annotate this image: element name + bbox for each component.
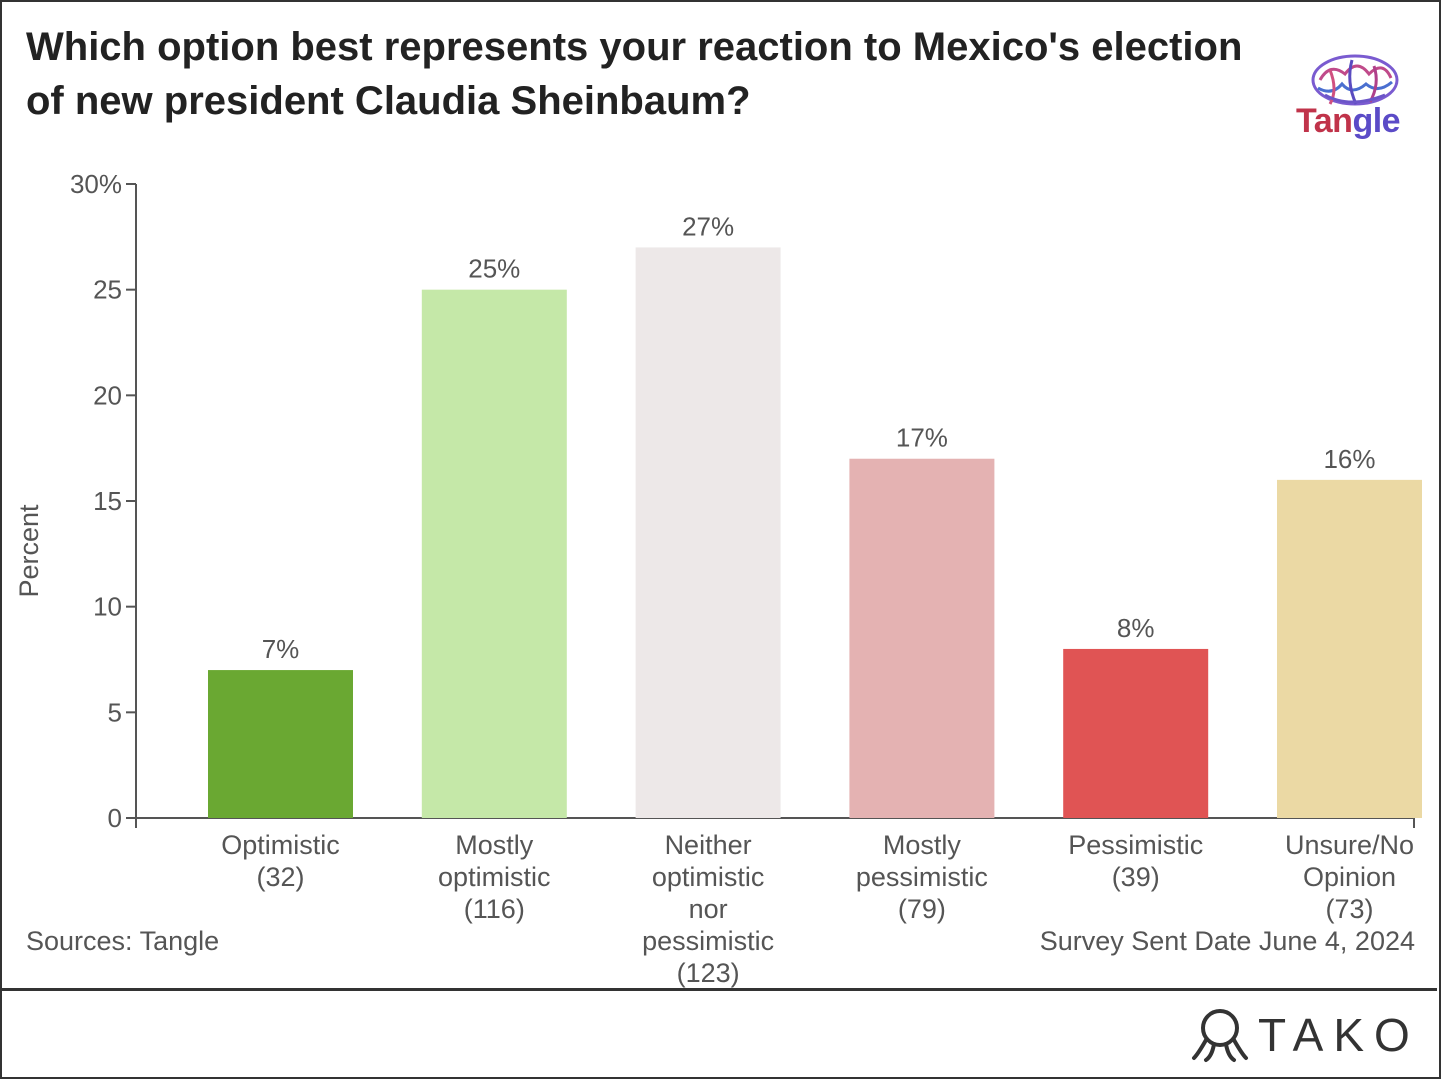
y-tick-label: 15 (93, 486, 122, 516)
bar-value-label: 8% (1117, 613, 1155, 643)
x-category-label: (32) (256, 862, 304, 892)
y-axis-title: Percent (14, 504, 44, 598)
bar (421, 289, 567, 819)
y-tick-label: 0 (108, 803, 122, 833)
chart-title: Which option best represents your reacti… (26, 25, 1243, 123)
y-tick-label: 10 (93, 592, 122, 622)
x-category-label: nor (689, 894, 728, 924)
y-tick-label: 30% (70, 169, 122, 199)
x-category-label: Mostly (883, 830, 962, 860)
tako-logo-text: TAKO (1258, 1009, 1420, 1061)
x-category-label: Optimistic (221, 830, 340, 860)
bar (1063, 648, 1209, 818)
x-category-label: (73) (1325, 894, 1373, 924)
bar-value-label: 17% (896, 423, 948, 453)
x-category-label: Opinion (1303, 862, 1396, 892)
x-category-label: pessimistic (642, 926, 774, 956)
x-category-label: Pessimistic (1068, 830, 1203, 860)
x-category-label: (123) (677, 958, 740, 988)
bar-chart: 0 5 10 15 20 25 30% Percent 7% Optimistic(32) 25% M… (14, 169, 1422, 988)
bar (208, 670, 353, 818)
x-category-label: pessimistic (856, 862, 988, 892)
footer-divider (0, 988, 1437, 991)
y-tick-label: 20 (93, 380, 122, 410)
source-note: Sources: Tangle (26, 926, 220, 956)
bar (1277, 479, 1422, 818)
bar-value-label: 7% (262, 634, 300, 664)
bar-value-label: 25% (468, 254, 520, 284)
x-category-label: Mostly (455, 830, 534, 860)
x-category-label: (116) (464, 894, 525, 924)
x-category-label: Neither (665, 830, 752, 860)
bar (849, 458, 995, 818)
tako-octopus-icon (1192, 1009, 1248, 1062)
brand-name: Tangle (1296, 102, 1401, 140)
bar-value-label: 27% (682, 211, 734, 241)
x-category-label: (79) (898, 894, 946, 924)
brain-icon (1311, 54, 1399, 106)
x-category-label: Unsure/No (1285, 830, 1414, 860)
x-category-label: (39) (1112, 862, 1160, 892)
survey-date: Survey Sent Date June 4, 2024 (1039, 926, 1415, 956)
x-category-label: optimistic (438, 862, 551, 892)
y-tick-label: 5 (108, 697, 122, 727)
x-category-label: optimistic (652, 862, 765, 892)
y-tick-label: 25 (93, 275, 122, 305)
bar-value-label: 16% (1323, 444, 1375, 474)
bar (635, 247, 781, 818)
